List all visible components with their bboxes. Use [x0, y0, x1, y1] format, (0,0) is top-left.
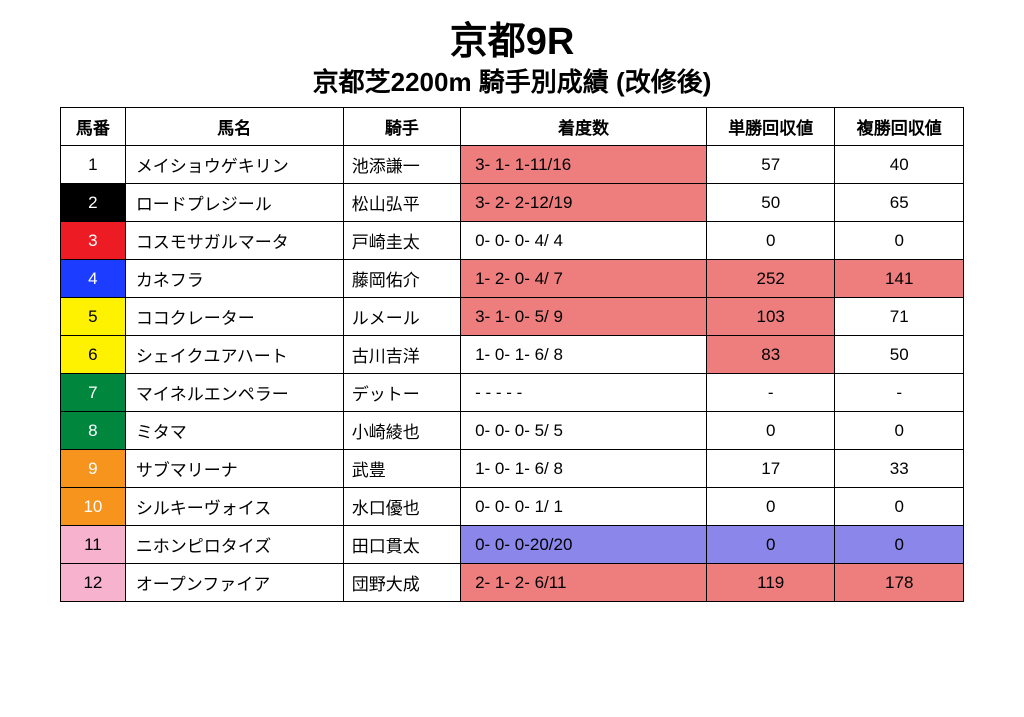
cell-place-return: 33: [835, 450, 964, 488]
cell-win-return: -: [706, 374, 835, 412]
col-header-num: 馬番: [61, 108, 126, 146]
table-row: 4カネフラ藤岡佑介1- 2- 0- 4/ 7252141: [61, 260, 964, 298]
cell-record: 0- 0- 0- 4/ 4: [461, 222, 707, 260]
cell-horse-name: ニホンピロタイズ: [125, 526, 343, 564]
cell-win-return: 0: [706, 412, 835, 450]
table-row: 6シェイクユアハート古川吉洋1- 0- 1- 6/ 88350: [61, 336, 964, 374]
cell-win-return: 0: [706, 222, 835, 260]
cell-jockey: 藤岡佑介: [343, 260, 460, 298]
col-header-name: 馬名: [125, 108, 343, 146]
cell-horse-number: 12: [61, 564, 126, 602]
cell-jockey: 小崎綾也: [343, 412, 460, 450]
cell-win-return: 119: [706, 564, 835, 602]
table-row: 7マイネルエンペラーデットー - - - - - --: [61, 374, 964, 412]
cell-place-return: 0: [835, 222, 964, 260]
cell-horse-number: 8: [61, 412, 126, 450]
cell-jockey: 水口優也: [343, 488, 460, 526]
cell-place-return: 141: [835, 260, 964, 298]
cell-win-return: 57: [706, 146, 835, 184]
cell-horse-number: 1: [61, 146, 126, 184]
cell-record: 3- 1- 0- 5/ 9: [461, 298, 707, 336]
cell-win-return: 103: [706, 298, 835, 336]
table-row: 3コスモサガルマータ戸崎圭太0- 0- 0- 4/ 400: [61, 222, 964, 260]
cell-horse-number: 6: [61, 336, 126, 374]
page-title: 京都9R: [60, 20, 964, 66]
cell-horse-name: マイネルエンペラー: [125, 374, 343, 412]
cell-place-return: 71: [835, 298, 964, 336]
cell-record: 1- 0- 1- 6/ 8: [461, 450, 707, 488]
table-header-row: 馬番 馬名 騎手 着度数 単勝回収値 複勝回収値: [61, 108, 964, 146]
table-row: 2ロードプレジール松山弘平3- 2- 2-12/195065: [61, 184, 964, 222]
cell-place-return: 0: [835, 526, 964, 564]
cell-jockey: デットー: [343, 374, 460, 412]
cell-record: - - - - -: [461, 374, 707, 412]
cell-horse-name: コスモサガルマータ: [125, 222, 343, 260]
cell-horse-number: 7: [61, 374, 126, 412]
table-row: 10シルキーヴォイス水口優也0- 0- 0- 1/ 100: [61, 488, 964, 526]
cell-horse-name: オープンファイア: [125, 564, 343, 602]
col-header-record: 着度数: [461, 108, 707, 146]
col-header-win: 単勝回収値: [706, 108, 835, 146]
cell-record: 1- 0- 1- 6/ 8: [461, 336, 707, 374]
table-row: 1メイショウゲキリン池添謙一3- 1- 1-11/165740: [61, 146, 964, 184]
cell-horse-name: ロードプレジール: [125, 184, 343, 222]
cell-place-return: 178: [835, 564, 964, 602]
cell-horse-name: シェイクユアハート: [125, 336, 343, 374]
cell-jockey: 池添謙一: [343, 146, 460, 184]
cell-win-return: 50: [706, 184, 835, 222]
cell-win-return: 0: [706, 526, 835, 564]
cell-place-return: 0: [835, 488, 964, 526]
col-header-jockey: 騎手: [343, 108, 460, 146]
cell-place-return: 0: [835, 412, 964, 450]
cell-horse-name: カネフラ: [125, 260, 343, 298]
cell-record: 0- 0- 0-20/20: [461, 526, 707, 564]
table-row: 9サブマリーナ武豊1- 0- 1- 6/ 81733: [61, 450, 964, 488]
cell-horse-name: サブマリーナ: [125, 450, 343, 488]
cell-place-return: 50: [835, 336, 964, 374]
cell-jockey: ルメール: [343, 298, 460, 336]
cell-win-return: 252: [706, 260, 835, 298]
cell-horse-number: 11: [61, 526, 126, 564]
cell-record: 0- 0- 0- 1/ 1: [461, 488, 707, 526]
cell-jockey: 田口貫太: [343, 526, 460, 564]
cell-record: 2- 1- 2- 6/11: [461, 564, 707, 602]
cell-win-return: 83: [706, 336, 835, 374]
cell-place-return: 40: [835, 146, 964, 184]
cell-record: 3- 1- 1-11/16: [461, 146, 707, 184]
cell-horse-number: 9: [61, 450, 126, 488]
cell-horse-name: シルキーヴォイス: [125, 488, 343, 526]
cell-record: 3- 2- 2-12/19: [461, 184, 707, 222]
cell-jockey: 古川吉洋: [343, 336, 460, 374]
cell-jockey: 団野大成: [343, 564, 460, 602]
cell-place-return: -: [835, 374, 964, 412]
table-row: 12オープンファイア団野大成2- 1- 2- 6/11119178: [61, 564, 964, 602]
cell-horse-number: 10: [61, 488, 126, 526]
cell-horse-name: ココクレーター: [125, 298, 343, 336]
cell-horse-number: 3: [61, 222, 126, 260]
cell-horse-number: 5: [61, 298, 126, 336]
cell-jockey: 武豊: [343, 450, 460, 488]
table-row: 5ココクレータールメール3- 1- 0- 5/ 910371: [61, 298, 964, 336]
cell-record: 1- 2- 0- 4/ 7: [461, 260, 707, 298]
cell-record: 0- 0- 0- 5/ 5: [461, 412, 707, 450]
results-table: 馬番 馬名 騎手 着度数 単勝回収値 複勝回収値 1メイショウゲキリン池添謙一3…: [60, 107, 964, 602]
cell-win-return: 0: [706, 488, 835, 526]
table-row: 11ニホンピロタイズ田口貫太0- 0- 0-20/2000: [61, 526, 964, 564]
cell-horse-name: メイショウゲキリン: [125, 146, 343, 184]
cell-win-return: 17: [706, 450, 835, 488]
cell-horse-number: 2: [61, 184, 126, 222]
table-row: 8ミタマ小崎綾也0- 0- 0- 5/ 500: [61, 412, 964, 450]
cell-jockey: 戸崎圭太: [343, 222, 460, 260]
cell-place-return: 65: [835, 184, 964, 222]
col-header-place: 複勝回収値: [835, 108, 964, 146]
page-subtitle: 京都芝2200m 騎手別成績 (改修後): [60, 66, 964, 100]
cell-horse-name: ミタマ: [125, 412, 343, 450]
cell-jockey: 松山弘平: [343, 184, 460, 222]
cell-horse-number: 4: [61, 260, 126, 298]
